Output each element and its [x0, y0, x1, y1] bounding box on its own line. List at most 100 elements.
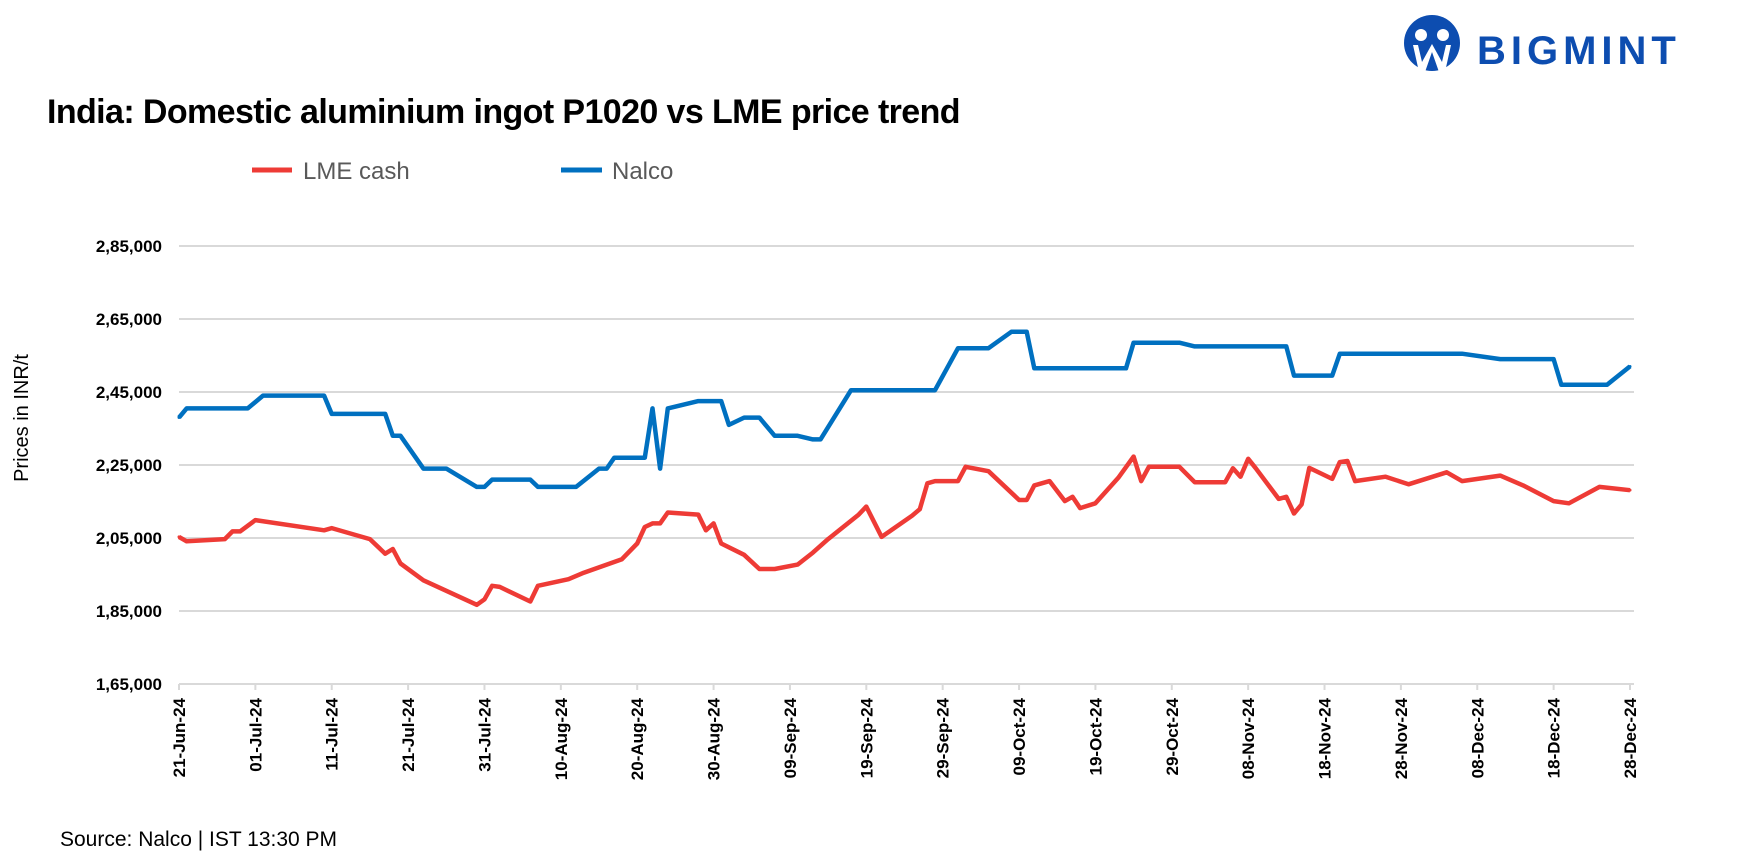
x-tick-label: 29-Oct-24	[1163, 697, 1182, 775]
data-point-nalco	[1330, 374, 1334, 378]
data-point-lme-cash	[482, 597, 486, 601]
x-tick-label: 01-Jul-24	[246, 697, 265, 771]
data-point-lme-cash	[490, 584, 494, 588]
data-point-lme-cash	[918, 507, 922, 511]
data-point-lme-cash	[1300, 502, 1304, 506]
data-point-nalco	[597, 467, 601, 471]
data-point-nalco	[246, 406, 250, 410]
chart-title: India: Domestic aluminium ingot P1020 vs…	[47, 93, 960, 131]
data-point-nalco	[605, 467, 609, 471]
x-tick-label: 31-Jul-24	[475, 697, 494, 771]
data-point-nalco	[1177, 341, 1181, 345]
data-point-lme-cash	[421, 578, 425, 582]
data-point-lme-cash	[1284, 495, 1288, 499]
data-point-nalco	[536, 485, 540, 489]
data-point-lme-cash	[253, 518, 257, 522]
data-point-lme-cash	[658, 521, 662, 525]
data-point-lme-cash	[643, 525, 647, 529]
data-point-lme-cash	[1078, 506, 1082, 510]
data-point-nalco	[261, 394, 265, 398]
data-point-lme-cash	[498, 585, 502, 589]
x-tick-label: 09-Oct-24	[1010, 697, 1029, 775]
data-point-nalco	[475, 485, 479, 489]
bigmint-logo: BIGMINT	[1404, 15, 1681, 73]
data-point-lme-cash	[185, 539, 189, 543]
data-point-lme-cash	[398, 562, 402, 566]
data-point-lme-cash	[1032, 483, 1036, 487]
x-tick-label: 21-Jul-24	[399, 697, 418, 771]
data-point-lme-cash	[1292, 512, 1296, 516]
data-point-lme-cash	[650, 521, 654, 525]
logo-text: BIGMINT	[1477, 29, 1681, 73]
data-point-lme-cash	[230, 529, 234, 533]
data-point-lme-cash	[620, 557, 624, 561]
data-point-lme-cash	[368, 537, 372, 541]
data-point-lme-cash	[566, 577, 570, 581]
logo-m-icon	[1413, 44, 1451, 72]
x-tick-label: 20-Aug-24	[628, 697, 647, 780]
x-tick-label: 08-Dec-24	[1468, 697, 1487, 778]
x-tick-label: 28-Nov-24	[1392, 697, 1411, 779]
data-point-nalco	[391, 434, 395, 438]
data-point-nalco	[1628, 364, 1632, 368]
data-point-lme-cash	[1498, 474, 1502, 478]
data-point-lme-cash	[1177, 465, 1181, 469]
data-point-nalco	[1460, 352, 1464, 356]
x-tick-label: 18-Nov-24	[1316, 697, 1335, 779]
data-point-lme-cash	[712, 521, 716, 525]
data-point-lme-cash	[696, 513, 700, 517]
data-point-lme-cash	[635, 541, 639, 545]
data-point-lme-cash	[391, 547, 395, 551]
data-point-nalco	[742, 416, 746, 420]
data-point-lme-cash	[528, 600, 532, 604]
data-point-lme-cash	[719, 541, 723, 545]
data-point-nalco	[330, 412, 334, 416]
data-point-nalco	[1193, 344, 1197, 348]
data-point-lme-cash	[1521, 483, 1525, 487]
data-point-lme-cash	[1147, 465, 1151, 469]
data-point-nalco	[757, 416, 761, 420]
data-point-lme-cash	[910, 514, 914, 518]
data-point-lme-cash	[1063, 499, 1067, 503]
data-point-lme-cash	[1116, 476, 1120, 480]
data-point-nalco	[1124, 366, 1128, 370]
data-point-lme-cash	[238, 529, 242, 533]
data-point-lme-cash	[1307, 466, 1311, 470]
data-point-lme-cash	[987, 469, 991, 473]
data-point-nalco	[1284, 344, 1288, 348]
data-point-lme-cash	[1628, 488, 1632, 492]
data-point-nalco	[398, 434, 402, 438]
data-point-lme-cash	[1597, 485, 1601, 489]
gridlines	[179, 245, 1634, 685]
x-tick-label: 19-Oct-24	[1086, 697, 1105, 775]
data-point-lme-cash	[223, 537, 227, 541]
data-point-nalco	[383, 412, 387, 416]
data-point-nalco	[185, 406, 189, 410]
data-point-nalco	[1559, 383, 1563, 387]
data-point-lme-cash	[1254, 466, 1258, 470]
x-tick-label: 18-Dec-24	[1545, 697, 1564, 778]
data-point-lme-cash	[1460, 479, 1464, 483]
data-point-lme-cash	[1552, 499, 1556, 503]
data-point-lme-cash	[1445, 470, 1449, 474]
data-point-nalco	[773, 434, 777, 438]
x-tick-label: 19-Sep-24	[857, 697, 876, 778]
x-tick-label: 10-Aug-24	[552, 697, 571, 780]
data-point-nalco	[796, 434, 800, 438]
data-point-nalco	[421, 467, 425, 471]
y-tick-label: 2,65,000	[96, 310, 162, 329]
data-point-lme-cash	[1353, 479, 1357, 483]
data-point-lme-cash	[1384, 475, 1388, 479]
data-point-lme-cash	[773, 567, 777, 571]
x-tick-label: 29-Sep-24	[934, 697, 953, 778]
data-point-nalco	[818, 437, 822, 441]
data-point-lme-cash	[1407, 482, 1411, 486]
data-point-lme-cash	[1345, 459, 1349, 463]
data-point-nalco	[643, 456, 647, 460]
data-point-lme-cash	[1277, 497, 1281, 501]
data-point-lme-cash	[1017, 498, 1021, 502]
data-point-lme-cash	[1071, 495, 1075, 499]
data-point-lme-cash	[1139, 479, 1143, 483]
data-point-lme-cash	[1246, 457, 1250, 461]
